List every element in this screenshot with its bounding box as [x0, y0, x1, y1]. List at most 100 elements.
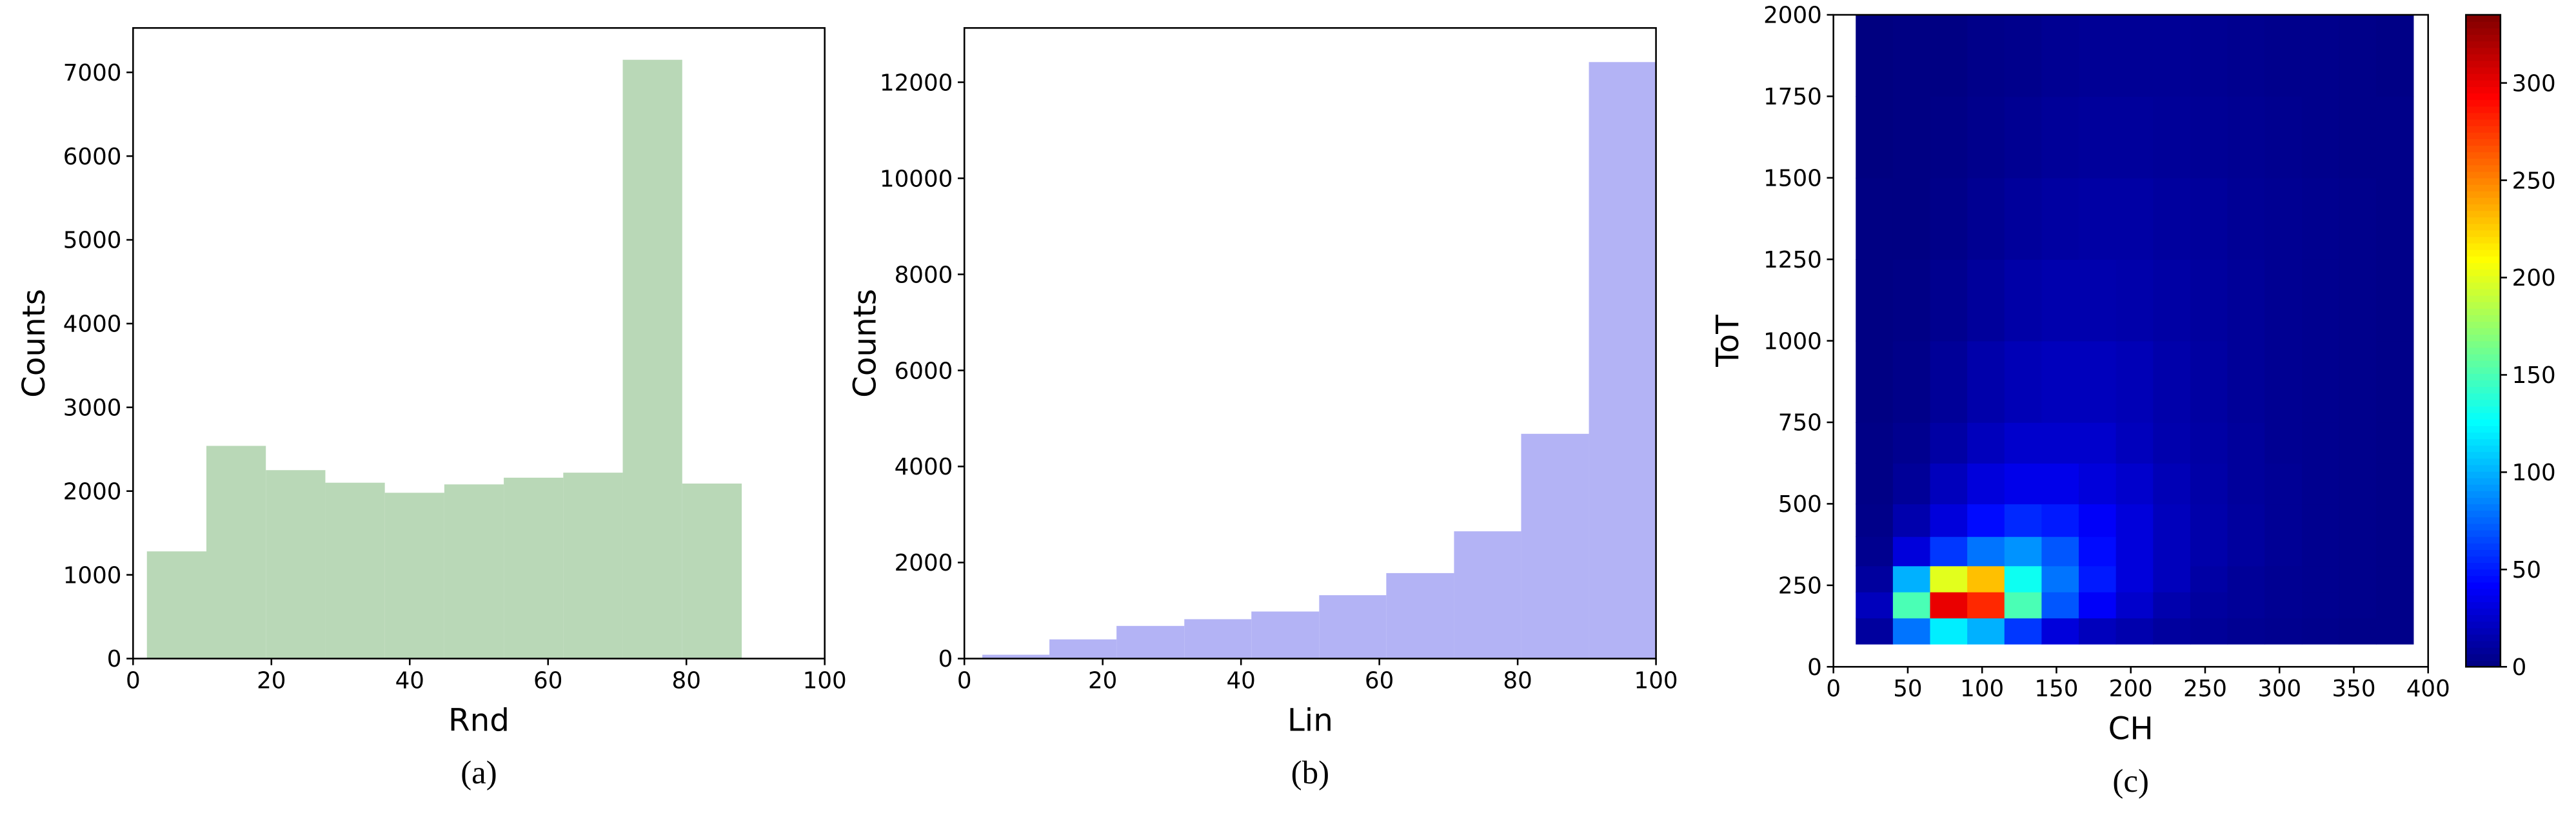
x-tick-label: 0	[957, 667, 972, 694]
heatmap-cell	[2115, 259, 2154, 342]
y-tick-label: 5000	[63, 228, 122, 254]
heatmap-cell	[1930, 14, 1968, 97]
heatmap-cell	[1892, 504, 1931, 537]
heatmap-cell	[2004, 618, 2043, 645]
colorbar-segment	[2466, 523, 2501, 531]
y-axis-label: Counts	[847, 289, 884, 398]
heatmap-cell	[2376, 565, 2414, 593]
heatmap-cell	[1967, 259, 2005, 342]
colorbar-segment	[2466, 497, 2501, 505]
x-tick-label: 60	[533, 667, 562, 694]
colorbar-segment	[2466, 353, 2501, 361]
heatmap-cell	[1967, 504, 2005, 537]
axes-frame	[963, 27, 1657, 660]
x-tick-label: 100	[803, 667, 847, 694]
x-tick-label: 250	[2183, 676, 2227, 702]
heatmap-cell	[2227, 504, 2265, 537]
colorbar-segment	[2466, 86, 2501, 94]
y-tick-label: 1000	[63, 562, 122, 589]
heatmap-cell	[1967, 536, 2005, 567]
x-axis-label: CH	[2108, 710, 2154, 747]
heatmap-cell	[1967, 96, 2005, 179]
y-tick-label: 7000	[63, 60, 122, 86]
heatmap-cell	[2376, 422, 2414, 464]
colorbar-segment	[2466, 60, 2501, 68]
histogram-bar	[1184, 619, 1252, 659]
heatmap-cell	[1892, 536, 1931, 567]
y-tick-label: 0	[107, 646, 122, 672]
colorbar-segment	[2466, 321, 2501, 329]
heatmap-cell	[1967, 14, 2005, 97]
heatmap-cell	[1967, 340, 2005, 423]
heatmap-cell	[1892, 14, 1931, 97]
heatmap-cell	[2227, 536, 2265, 567]
x-tick-label: 400	[2406, 676, 2450, 702]
heatmap-cell	[2079, 463, 2117, 505]
heatmap-cell	[2264, 14, 2303, 97]
heatmap-cell	[2264, 96, 2303, 179]
x-tick-label: 0	[1826, 676, 1841, 702]
histogram-bar	[563, 473, 623, 659]
heatmap-cell	[1930, 591, 1968, 619]
colorbar-segment	[2466, 171, 2501, 179]
heatmap-cell	[2004, 177, 2043, 260]
histogram-bar	[1386, 573, 1454, 659]
heatmap-cell	[2301, 536, 2340, 567]
colorbar-segment	[2466, 269, 2501, 277]
heatmap-cell	[2004, 591, 2043, 619]
y-tick-label: 0	[938, 646, 953, 672]
colorbar-segment	[2466, 445, 2501, 453]
heatmap-cell	[2153, 14, 2191, 97]
colorbar-segment	[2466, 412, 2501, 420]
colorbar-segment	[2466, 393, 2501, 400]
heatmap-cell	[2376, 340, 2414, 423]
x-tick-label: 60	[1365, 667, 1394, 694]
colorbar-tick-label: 50	[2512, 557, 2541, 583]
heatmap-cell	[1930, 422, 1968, 464]
heatmap-cell	[2079, 422, 2117, 464]
colorbar-segment	[2466, 575, 2501, 583]
histogram-bar	[1319, 595, 1387, 659]
heatmap-cell	[1892, 259, 1931, 342]
heatmap-cell	[2041, 536, 2079, 567]
colorbar-segment	[2466, 119, 2501, 126]
colorbar-segment	[2466, 627, 2501, 635]
colorbar-segment	[2466, 621, 2501, 629]
heatmap-cell	[2264, 591, 2303, 619]
histogram-bar	[622, 59, 682, 659]
heatmap-cell	[2115, 504, 2154, 537]
colorbar-segment	[2466, 510, 2501, 518]
heatmap-cell	[2190, 536, 2228, 567]
colorbar-segment	[2466, 21, 2501, 28]
y-tick-label: 8000	[895, 262, 953, 288]
heatmap-cell	[2153, 618, 2191, 645]
colorbar-segment	[2466, 406, 2501, 413]
heatmap-cell	[2079, 96, 2117, 179]
y-tick-label: 3000	[63, 395, 122, 422]
heatmap-cell	[2190, 96, 2228, 179]
heatmap-cell	[2227, 259, 2265, 342]
heatmap-cell	[2227, 340, 2265, 423]
heatmap-cell	[2376, 536, 2414, 567]
heatmap-cell	[1856, 177, 1894, 260]
colorbar-segment	[2466, 295, 2501, 302]
colorbar-segment	[2466, 380, 2501, 387]
y-tick-label: 750	[1778, 410, 1822, 436]
heatmap-cell	[2079, 618, 2117, 645]
y-tick-label: 6000	[895, 358, 953, 384]
histogram-bar	[1251, 611, 1320, 659]
heatmap-cell	[2041, 177, 2079, 260]
colorbar-segment	[2466, 204, 2501, 211]
y-tick-label: 4000	[895, 454, 953, 480]
heatmap-cell	[2041, 14, 2079, 97]
heatmap-cell	[1967, 177, 2005, 260]
histogram-bar	[1116, 625, 1185, 659]
heatmap-cell	[2264, 618, 2303, 645]
heatmap-cell	[2301, 177, 2340, 260]
heatmap-cell	[2041, 96, 2079, 179]
colorbar-segment	[2466, 93, 2501, 101]
colorbar-tick-label: 200	[2512, 265, 2556, 291]
heatmap-cell	[2153, 340, 2191, 423]
heatmap-cell	[2264, 463, 2303, 505]
